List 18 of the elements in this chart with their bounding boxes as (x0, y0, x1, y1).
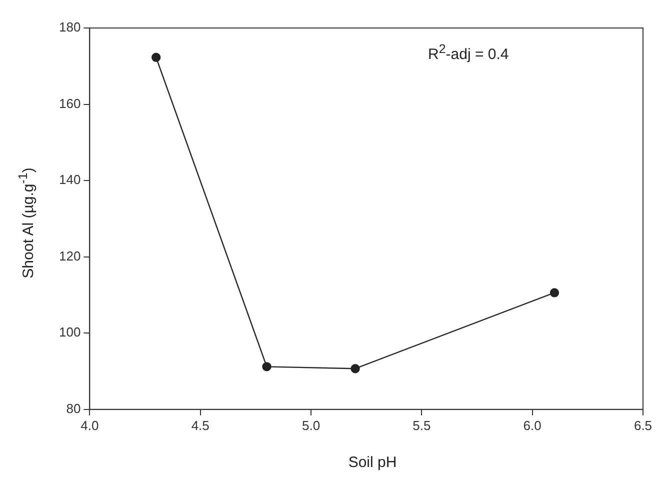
point (550, 288, 560, 298)
y-tick-label: 180 (58, 20, 81, 35)
y-tick-label: 120 (58, 248, 81, 264)
x-tick-label: 5.5 (412, 418, 431, 433)
x-tick-label: 6.5 (634, 418, 652, 433)
point (151, 52, 161, 62)
x-tick-label: 4.5 (191, 418, 210, 433)
point (350, 364, 360, 374)
x-tick-label: 5.0 (302, 418, 320, 433)
x-tick-label: 6.0 (523, 418, 542, 433)
x-axis-title: Soil pH (347, 454, 398, 471)
point (262, 362, 272, 372)
x-tick-label: 4.0 (80, 418, 99, 433)
y-tick-label: 100 (58, 324, 81, 340)
y-tick-label: 80 (66, 400, 81, 416)
annotation: R$^{2}$-adj = 0.4 (428, 42, 509, 63)
y-tick-label: 140 (58, 172, 81, 188)
y-tick-label: 160 (58, 96, 81, 111)
